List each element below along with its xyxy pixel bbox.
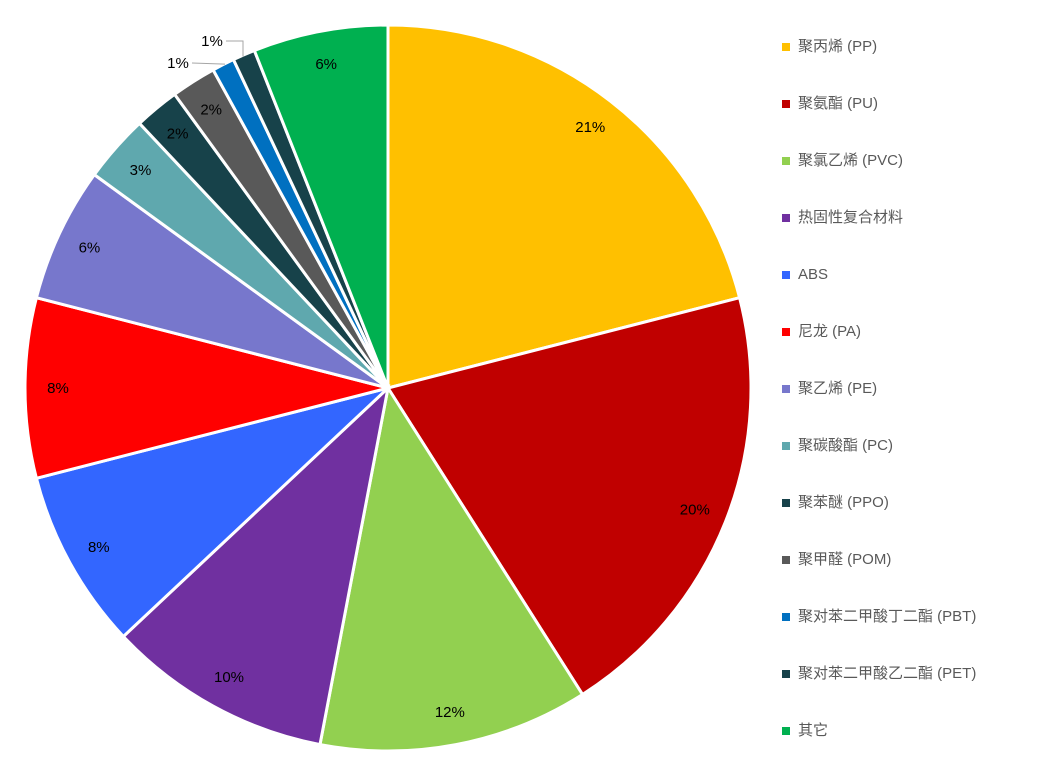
legend-label: 聚碳酸酯 (PC) [798, 437, 893, 454]
legend-swatch [782, 442, 790, 450]
legend-swatch [782, 670, 790, 678]
legend-item: 聚碳酸酯 (PC) [782, 436, 976, 493]
legend-item: 热固性复合材料 [782, 208, 976, 265]
legend-swatch [782, 613, 790, 621]
legend-label: 聚乙烯 (PE) [798, 380, 878, 397]
legend-swatch [782, 385, 790, 393]
data-label-7: 3% [130, 162, 152, 179]
pie-slice-0 [386, 23, 742, 390]
legend-item: 聚氨酯 (PU) [782, 94, 976, 151]
data-label-4: 8% [88, 539, 110, 556]
legend-swatch [782, 556, 790, 564]
data-label-6: 6% [79, 239, 101, 256]
leader-line-11 [226, 40, 244, 57]
legend-label: 聚甲醛 (POM) [798, 551, 892, 568]
legend-swatch [782, 499, 790, 507]
data-label-9: 2% [200, 101, 222, 118]
legend-swatch [782, 100, 790, 108]
pie-slice-12 [252, 23, 390, 389]
legend-label: 其它 [798, 722, 829, 739]
legend-swatch [782, 271, 790, 279]
legend-label: 尼龙 (PA) [798, 323, 862, 340]
pie-slice-6 [34, 172, 389, 390]
leader-line-10 [191, 62, 226, 65]
legend-item: 聚氯乙烯 (PVC) [782, 151, 976, 208]
legend-item: 其它 [782, 721, 976, 778]
legend-item: 聚乙烯 (PE) [782, 379, 976, 436]
pie-slice-1 [385, 295, 753, 697]
pie-slice-3 [121, 383, 391, 747]
data-label-11: 1% [201, 33, 223, 50]
legend-item: 聚对苯二甲酸丁二酯 (PBT) [782, 607, 976, 664]
legend-item: 聚对苯二甲酸乙二酯 (PET) [782, 664, 976, 721]
legend-label: 聚对苯二甲酸丁二酯 (PBT) [798, 608, 977, 625]
legend-swatch [782, 214, 790, 222]
legend-swatch [782, 43, 790, 51]
legend-label: 聚氯乙烯 (PVC) [798, 152, 904, 169]
legend-item: ABS [782, 265, 976, 322]
pie-slice-5 [23, 295, 389, 481]
legend-label: 热固性复合材料 [798, 209, 904, 226]
data-label-0: 21% [575, 119, 605, 136]
data-label-5: 8% [47, 380, 69, 397]
legend-swatch [782, 157, 790, 165]
data-label-12: 6% [315, 56, 337, 73]
legend-item: 尼龙 (PA) [782, 322, 976, 379]
legend-item: 聚甲醛 (POM) [782, 550, 976, 607]
data-label-8: 2% [167, 126, 189, 143]
pie-slice-2 [318, 383, 585, 753]
legend-item: 聚丙烯 (PP) [782, 37, 976, 94]
legend-label: 聚丙烯 (PP) [798, 38, 878, 55]
data-label-10: 1% [167, 55, 189, 72]
legend-label: 聚对苯二甲酸乙二酯 (PET) [798, 665, 977, 682]
legend-item: 聚苯醚 (PPO) [782, 493, 976, 550]
legend-label: 聚氨酯 (PU) [798, 95, 878, 112]
data-label-3: 10% [214, 669, 244, 686]
pie-slice-4 [34, 386, 390, 639]
legend-swatch [782, 727, 790, 735]
data-label-1: 20% [680, 501, 710, 518]
data-label-2: 12% [435, 704, 465, 721]
pie-chart: 21% 20% 12% 10% 8% 8% 6% 3% 2% 2% 1% 1% 6% [23, 23, 753, 753]
legend: 聚丙烯 (PP) 聚氨酯 (PU) 聚氯乙烯 (PVC) 热固性复合材料 ABS 尼龙 (… [782, 37, 976, 778]
legend-label: 聚苯醚 (PPO) [798, 494, 889, 511]
legend-swatch [782, 328, 790, 336]
legend-label: ABS [798, 266, 829, 283]
